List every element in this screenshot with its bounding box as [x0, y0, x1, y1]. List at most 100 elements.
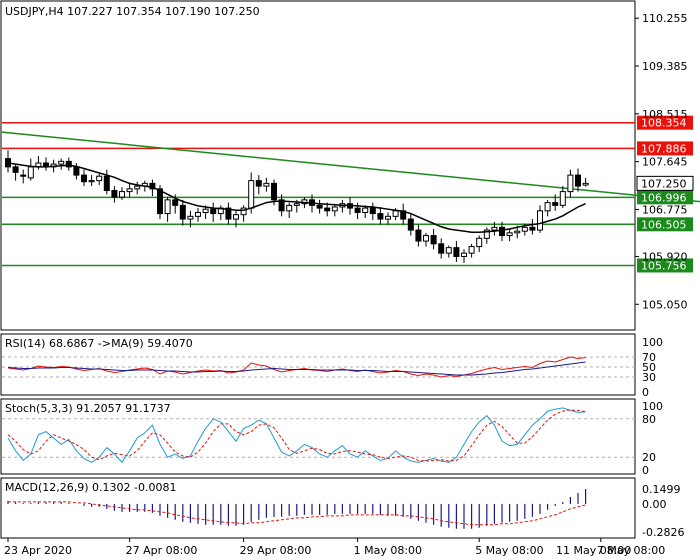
macd-tick-label-0: 0.1499 [642, 483, 681, 496]
candle-body-71 [544, 202, 551, 212]
candle-body-14 [111, 190, 118, 198]
rsi-tick-label-0: 100 [642, 336, 663, 349]
candle-body-16 [126, 188, 133, 193]
candle-body-31 [240, 207, 247, 216]
macd-plot [7, 488, 587, 529]
candle-body-3 [27, 166, 34, 179]
candle-body-70 [537, 210, 543, 231]
time-label-6: 11 May 08:00 [556, 544, 631, 557]
candle-body-9 [73, 166, 80, 176]
candle-body-20 [157, 188, 163, 215]
candle-body-22 [172, 199, 179, 206]
trend-line [1, 131, 700, 203]
candle-body-63 [483, 229, 490, 239]
candle-body-59 [453, 247, 460, 257]
rsi-plot [2, 356, 635, 378]
stoch-pane[interactable] [0, 398, 636, 475]
candle-body-61 [468, 246, 475, 254]
symbol-header: USDJPY,H4 107.227 107.354 107.190 107.25… [5, 5, 260, 18]
candle-body-46 [354, 207, 361, 213]
stoch-plot [2, 407, 635, 464]
candle-body-75 [575, 174, 581, 187]
candle-body-11 [88, 180, 95, 183]
candle-body-73 [559, 191, 566, 206]
current-price-label: 107.250 [641, 177, 687, 190]
candle-body-29 [225, 207, 232, 220]
candle-body-64 [491, 226, 498, 231]
candle-body-32 [248, 180, 255, 209]
candle-body-38 [293, 203, 300, 206]
time-label-1: 27 Apr 08:00 [126, 544, 198, 557]
moving-average-line [7, 162, 586, 234]
candle-body-25 [195, 211, 201, 217]
candle-body-33 [255, 180, 262, 187]
macd-tick-label-2: -0.2826 [642, 526, 684, 539]
level-label-3: 106.505 [641, 218, 687, 231]
stoch-k-line [7, 407, 586, 464]
stoch-header: Stoch(5,3,3) 91.2057 91.1737 [5, 402, 171, 415]
price-tick-label-2: 108.515 [642, 108, 688, 121]
stoch-tick-label-0: 100 [642, 400, 663, 413]
main-pane[interactable] [0, 0, 636, 331]
rsi-header: RSI(14) 68.6867 ->MA(9) 59.4070 [5, 337, 193, 350]
candle-body-67 [514, 230, 521, 234]
rsi-tick-label-2: 50 [642, 361, 656, 374]
level-label-1: 107.886 [641, 142, 687, 155]
candle-body-26 [202, 208, 209, 213]
candle-body-62 [476, 237, 483, 248]
rsi-pane[interactable] [0, 333, 636, 396]
level-badge-2 [637, 190, 693, 205]
time-label-0: 23 Apr 2020 [4, 544, 72, 557]
candle-body-51 [392, 210, 399, 217]
rsi-tick-label-1: 70 [642, 351, 656, 364]
candle-body-21 [164, 199, 171, 215]
candle-body-66 [506, 232, 513, 237]
candle-body-47 [362, 207, 369, 213]
price-tick-label-1: 109.385 [642, 60, 688, 73]
candle-body-57 [438, 243, 445, 254]
price-tick-label-6: 105.050 [642, 298, 688, 311]
time-label-2: 29 Apr 08:00 [240, 544, 312, 557]
macd-tick-label-1: 0.00 [642, 498, 667, 511]
candle-body-37 [286, 204, 293, 212]
candle-body-76 [582, 182, 589, 186]
candle-body-72 [552, 202, 559, 206]
level-badge-1 [637, 141, 693, 156]
candle-body-23 [179, 204, 186, 220]
candle-body-13 [103, 175, 110, 192]
time-label-3: 1 May 08:00 [354, 544, 422, 557]
macd-header: MACD(12,26,9) 0.1302 -0.0081 [5, 481, 176, 494]
candle-body-36 [278, 199, 285, 212]
candle-body-35 [271, 182, 277, 201]
candle-body-10 [81, 174, 87, 183]
candle-body-43 [331, 206, 338, 212]
price-tick-label-5: 105.920 [642, 250, 688, 263]
candle-body-27 [210, 208, 217, 215]
candle-body-34 [263, 182, 270, 187]
candle-body-54 [415, 229, 422, 242]
rsi-tick-label-4: 0 [642, 386, 649, 399]
candle-body-69 [529, 226, 536, 231]
candle-body-74 [567, 174, 574, 193]
candle-body-60 [461, 252, 467, 257]
candle-body-56 [430, 235, 437, 245]
candle-body-53 [407, 218, 414, 231]
time-label-4: 5 May 08:00 [475, 544, 543, 557]
candle-body-55 [423, 235, 429, 242]
level-label-0: 108.354 [641, 117, 687, 130]
candle-body-17 [134, 185, 141, 190]
candle-body-12 [96, 175, 103, 182]
candle-body-24 [187, 215, 194, 220]
candle-body-15 [119, 191, 125, 198]
axes: 108.354 107.886 106.996 106.505 105.756 110.2… [4, 12, 694, 557]
rsi-tick-label-3: 30 [642, 371, 656, 384]
level-badge-3 [637, 217, 693, 232]
level-label-4: 105.756 [641, 259, 687, 272]
candle-body-7 [58, 160, 65, 165]
candle-body-8 [65, 160, 72, 168]
stoch-tick-label-1: 80 [642, 413, 656, 426]
price-tick-label-4: 106.775 [642, 203, 688, 216]
candle-body-58 [445, 247, 452, 254]
candle-body-2 [20, 174, 27, 177]
